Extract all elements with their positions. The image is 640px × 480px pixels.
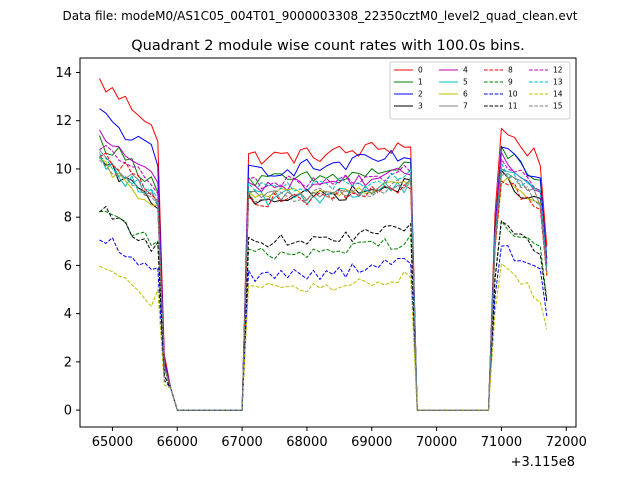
legend-box	[389, 61, 571, 120]
legend-label: 5	[463, 78, 468, 87]
x-tick-label: 67000	[221, 435, 262, 450]
x-tick-label: 69000	[351, 435, 392, 450]
plot-area	[79, 57, 577, 428]
x-tick-label: 70000	[416, 435, 457, 450]
legend-label: 3	[418, 102, 423, 111]
legend-label: 7	[463, 102, 468, 111]
legend-label: 11	[508, 102, 518, 111]
legend-label: 1	[418, 78, 423, 87]
series-layer	[99, 78, 548, 411]
figure-suptitle: Data file: modeM0/AS1C05_004T01_90000033…	[62, 9, 577, 23]
legend-label: 6	[463, 90, 468, 99]
legend-label: 2	[418, 90, 423, 99]
x-tick-label: 68000	[286, 435, 327, 450]
legend-label: 15	[553, 102, 563, 111]
y-axis: 0 2 4 6 8 10 12 14	[55, 66, 80, 419]
legend-label: 9	[508, 78, 513, 87]
legend-label: 14	[553, 90, 563, 99]
chart-title: Quadrant 2 module wise count rates with …	[131, 38, 525, 54]
legend-label: 4	[463, 66, 468, 75]
legend-label: 12	[553, 66, 563, 75]
x-tick-label: 65000	[92, 435, 133, 450]
legend-label: 8	[508, 66, 513, 75]
axes-frame	[79, 57, 577, 428]
legend-label: 13	[553, 78, 563, 87]
x-tick-label: 66000	[157, 435, 198, 450]
legend-label: 0	[418, 66, 423, 75]
y-tick-label: 8	[64, 211, 72, 226]
y-tick-label: 14	[55, 66, 72, 81]
x-tick-label: 72000	[546, 435, 587, 450]
series-line-15	[99, 159, 548, 411]
x-axis: 65000 66000 67000 68000 69000 70000 71000 72000	[92, 427, 587, 450]
y-tick-label: 6	[64, 259, 72, 274]
x-tick-label: 71000	[481, 435, 522, 450]
x-offset-label: +3.115e8	[511, 455, 575, 470]
y-tick-label: 4	[64, 307, 72, 322]
legend-label: 10	[508, 90, 518, 99]
y-tick-label: 2	[64, 355, 72, 370]
y-tick-label: 10	[55, 162, 72, 177]
y-tick-label: 0	[64, 404, 72, 419]
y-tick-label: 12	[55, 114, 72, 129]
